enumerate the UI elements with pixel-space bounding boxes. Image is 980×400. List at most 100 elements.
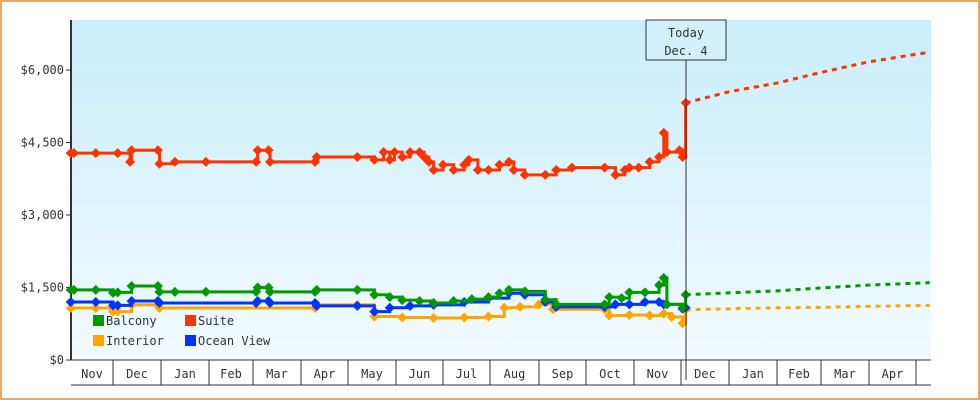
ocean-view-point[interactable] [65,297,76,307]
suite-point[interactable] [112,148,123,159]
suite-point[interactable] [352,152,363,162]
suite-point[interactable] [624,162,635,173]
balcony-point[interactable] [90,284,101,295]
suite-point[interactable] [483,165,494,176]
balcony-point[interactable] [126,281,137,292]
ocean-view-point[interactable] [90,297,101,307]
suite-point[interactable] [252,145,263,156]
suite-point[interactable] [448,165,459,176]
ocean-view-point[interactable] [369,306,380,317]
interior-point[interactable] [483,311,494,322]
ocean-view-point[interactable] [112,300,123,311]
suite-point[interactable] [463,154,474,165]
suite-point[interactable] [397,152,408,162]
balcony-point[interactable] [169,286,180,297]
balcony-point[interactable] [384,292,395,303]
suite-point[interactable] [169,156,180,167]
interior-point[interactable] [604,310,615,321]
suite-point[interactable] [154,158,165,169]
suite-point[interactable] [265,156,276,167]
balcony-point[interactable] [200,286,211,297]
interior-point[interactable] [624,310,635,321]
balcony-point[interactable] [311,284,322,295]
balcony-point[interactable] [397,295,408,306]
balcony-point[interactable] [658,272,669,283]
interior-point[interactable] [658,308,669,319]
balcony-point[interactable] [540,294,551,305]
ocean-view-point[interactable] [126,296,137,307]
balcony-point[interactable] [68,284,79,295]
balcony-point[interactable] [624,287,635,298]
balcony-point[interactable] [154,286,165,297]
ocean-view-point[interactable] [352,300,363,311]
suite-point[interactable] [503,156,514,167]
suite-point[interactable] [378,147,389,158]
suite-point[interactable] [540,169,551,180]
interior-point[interactable] [112,306,123,317]
balcony-point[interactable] [599,299,610,310]
interior-point[interactable] [499,302,510,313]
suite-point[interactable] [494,159,505,170]
suite-point[interactable] [677,152,688,162]
suite-point[interactable] [519,169,530,180]
ocean-view-point[interactable] [154,297,165,308]
suite-point[interactable] [152,145,163,156]
suite-point[interactable] [566,162,577,173]
suite-point[interactable] [251,156,262,167]
ocean-view-point[interactable] [639,297,650,307]
suite-point[interactable] [508,165,519,176]
suite-point[interactable] [644,156,655,167]
balcony-point[interactable] [414,296,425,307]
suite-point[interactable] [68,148,79,159]
interior-point[interactable] [515,301,526,312]
ocean-view-point[interactable] [384,302,395,313]
suite-point[interactable] [610,169,621,180]
suite-point[interactable] [633,162,644,173]
interior-point[interactable] [677,318,688,329]
balcony-point[interactable] [112,287,123,298]
suite-point[interactable] [661,147,672,158]
balcony-point[interactable] [466,294,477,305]
interior-point[interactable] [90,303,101,314]
interior-point[interactable] [666,311,677,322]
interior-point[interactable] [428,312,439,323]
balcony-point[interactable] [369,289,380,300]
balcony-point[interactable] [677,302,688,313]
ocean-view-point[interactable] [311,300,322,311]
balcony-point[interactable] [252,282,263,293]
balcony-point[interactable] [265,286,276,297]
suite-point[interactable] [389,147,400,158]
suite-point[interactable] [369,154,380,165]
suite-point[interactable] [125,156,136,167]
balcony-point[interactable] [639,287,650,298]
interior-point[interactable] [154,303,165,314]
suite-point[interactable] [472,165,483,176]
suite-point[interactable] [311,152,322,162]
balcony-point[interactable] [551,299,562,310]
balcony-point[interactable] [654,280,665,291]
interior-point[interactable] [65,303,76,314]
balcony-point[interactable] [352,284,363,295]
suite-point[interactable] [654,152,665,162]
suite-point[interactable] [90,148,101,159]
balcony-point[interactable] [661,299,672,310]
balcony-point[interactable] [494,288,505,299]
suite-point[interactable] [438,159,448,170]
balcony-point[interactable] [503,284,514,295]
suite-point[interactable] [551,165,562,176]
suite-point[interactable] [423,156,434,167]
suite-point[interactable] [263,145,274,156]
suite-point[interactable] [126,145,137,156]
balcony-point[interactable] [519,286,530,297]
interior-point[interactable] [397,312,408,323]
ocean-view-point[interactable] [624,299,635,310]
suite-point[interactable] [384,154,395,165]
balcony-point[interactable] [428,297,439,308]
suite-point[interactable] [658,127,669,138]
suite-point[interactable] [599,162,610,173]
ocean-view-point[interactable] [265,297,276,308]
balcony-point[interactable] [604,292,615,303]
suite-point[interactable] [428,165,439,176]
suite-point[interactable] [200,156,211,167]
ocean-view-point[interactable] [252,296,263,307]
